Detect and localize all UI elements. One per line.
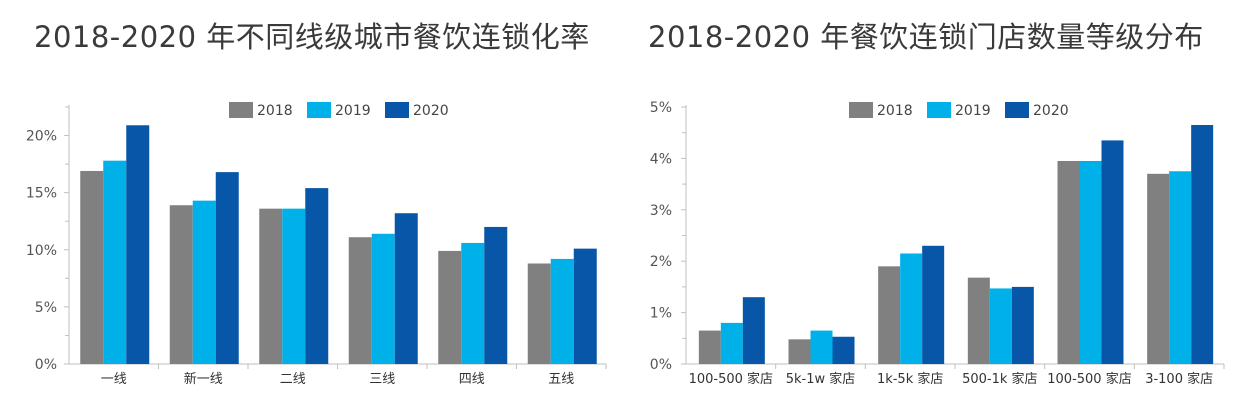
y-tick-label: 1% — [650, 306, 672, 322]
bar-2018-6 — [527, 263, 551, 364]
bar-2019-2 — [810, 330, 833, 364]
bar-2019-1 — [103, 160, 127, 364]
legend-swatch-2018 — [849, 102, 873, 118]
legend-label-2020: 2020 — [413, 103, 449, 119]
bar-2019-5 — [1079, 160, 1102, 364]
category-label: 二线 — [280, 372, 306, 387]
bar-2020-2 — [832, 336, 855, 364]
chart-title-left: 2018-2020 年不同线级城市餐饮连锁化率 — [34, 20, 590, 54]
bar-2020-5 — [1101, 140, 1124, 364]
legend-swatch-2020 — [1005, 102, 1029, 118]
bar-2020-1 — [742, 297, 765, 364]
y-tick-label: 15% — [26, 186, 57, 202]
bar-2019-6 — [550, 258, 574, 364]
category-label: 五线 — [548, 372, 574, 387]
bar-2019-5 — [461, 242, 485, 364]
bar-2020-4 — [394, 213, 418, 364]
legend-label-2018: 2018 — [257, 103, 293, 119]
chart-right: 0% 1% 2% 3% 4% 5% 100-500 家店 5k-1w 家店 1k-5k 家店 50… — [650, 100, 1225, 387]
y-tick-label: 10% — [26, 243, 57, 259]
y-tick-label: 5% — [35, 300, 57, 316]
bar-2019-3 — [282, 208, 306, 364]
bar-2019-4 — [989, 288, 1012, 364]
y-tick-label: 2% — [650, 254, 672, 270]
bar-2019-1 — [720, 322, 743, 364]
bar-2019-3 — [900, 253, 923, 364]
chart-left: 0% 5% 10% 15% 20% 一线 新一线 二线 三线 四线 五线 2018 2019 2020 — [26, 102, 607, 387]
legend-label-2020: 2020 — [1033, 103, 1069, 119]
category-label: 新一线 — [184, 371, 223, 387]
category-label: 100-500 家店 — [1047, 371, 1131, 387]
y-tick-label: 4% — [650, 151, 672, 167]
bar-2020-4 — [1011, 286, 1034, 364]
category-label: 500-1k 家店 — [962, 371, 1037, 387]
chart-title-right: 2018-2020 年餐饮连锁门店数量等级分布 — [648, 20, 1204, 54]
bar-2018-5 — [438, 250, 462, 364]
bar-2018-2 — [169, 205, 193, 364]
legend-swatch-2018 — [229, 102, 253, 118]
y-tick-label: 5% — [650, 100, 672, 116]
bar-2018-6 — [1147, 173, 1170, 364]
bar-2018-1 — [80, 170, 104, 364]
bar-2018-3 — [878, 266, 901, 364]
category-label: 3-100 家店 — [1145, 371, 1213, 387]
category-label: 100-500 家店 — [689, 371, 773, 387]
bar-2020-5 — [484, 226, 508, 364]
bar-2020-6 — [1191, 124, 1214, 365]
bar-2020-3 — [305, 188, 329, 364]
bar-2019-6 — [1169, 171, 1192, 364]
bar-2018-5 — [1057, 160, 1080, 364]
bar-2018-4 — [967, 277, 990, 364]
legend-swatch-2019 — [307, 102, 331, 118]
legend-label-2019: 2019 — [955, 103, 991, 119]
category-label: 三线 — [369, 372, 395, 387]
y-tick-label: 0% — [35, 357, 57, 373]
bar-2018-3 — [259, 208, 283, 364]
bar-2020-3 — [922, 245, 945, 364]
bar-2020-1 — [126, 125, 150, 364]
bar-2020-2 — [215, 172, 239, 364]
category-label: 5k-1w 家店 — [786, 371, 856, 387]
legend-swatch-2020 — [385, 102, 409, 118]
legend-label-2018: 2018 — [877, 103, 913, 119]
bar-2018-1 — [698, 330, 721, 364]
legend-swatch-2019 — [927, 102, 951, 118]
category-label: 四线 — [459, 372, 485, 387]
bar-2018-4 — [348, 237, 372, 364]
bar-2019-2 — [192, 200, 216, 364]
y-tick-label: 0% — [650, 357, 672, 373]
bar-2018-2 — [788, 339, 811, 364]
bar-2020-6 — [573, 248, 597, 364]
y-tick-label: 3% — [650, 203, 672, 219]
y-tick-label: 20% — [26, 129, 57, 145]
category-label: 1k-5k 家店 — [877, 371, 943, 387]
bar-2019-4 — [371, 233, 395, 364]
category-label: 一线 — [101, 372, 127, 387]
legend-label-2019: 2019 — [335, 103, 371, 119]
